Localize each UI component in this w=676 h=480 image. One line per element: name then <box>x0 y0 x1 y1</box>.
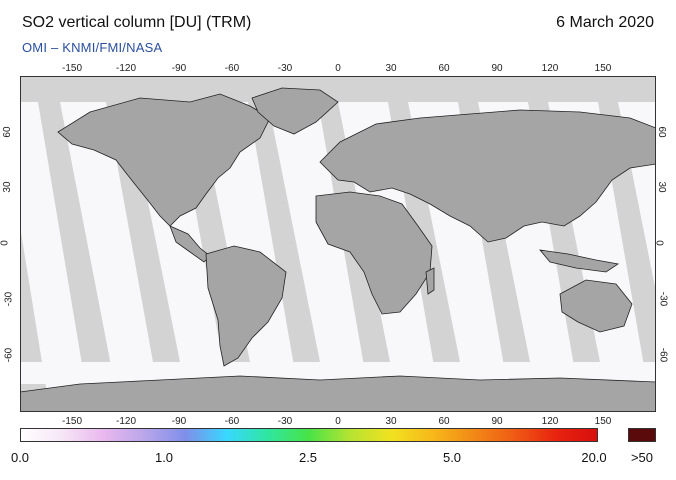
lon-tick-bottom: -90 <box>171 416 187 427</box>
lat-tick-right: 60 <box>656 126 668 138</box>
lat-tick-right: -30 <box>657 291 669 307</box>
colorbar-label: 20.0 <box>581 450 607 465</box>
swath <box>60 102 162 412</box>
lon-tick-top: -150 <box>61 63 83 74</box>
colorbar-overflow-swatch <box>628 428 656 442</box>
lon-tick-bottom: -120 <box>115 416 137 427</box>
data-credit: OMI – KNMI/FMI/NASA <box>22 40 163 55</box>
so2-world-map <box>20 76 656 412</box>
map-date: 6 March 2020 <box>556 14 654 31</box>
lon-tick-top: -90 <box>171 63 187 74</box>
swath <box>20 102 90 412</box>
lat-tick-left: 0 <box>0 240 11 246</box>
australia <box>559 279 633 333</box>
lon-tick-bottom: -150 <box>61 416 83 427</box>
north-america <box>57 93 271 227</box>
europe-asia <box>319 109 656 243</box>
colorbar-label: >50 <box>630 450 654 465</box>
lon-tick-top: 90 <box>491 63 503 74</box>
indonesia <box>539 249 620 273</box>
lon-tick-top: -60 <box>224 63 240 74</box>
lon-tick-bottom: 150 <box>594 416 612 427</box>
lon-tick-bottom: 30 <box>385 416 397 427</box>
lon-tick-top: -30 <box>277 63 293 74</box>
colorbar-label: 5.0 <box>442 450 462 465</box>
lon-tick-bottom: 120 <box>541 416 559 427</box>
lon-tick-bottom: -60 <box>224 416 240 427</box>
lon-tick-bottom: 60 <box>438 416 450 427</box>
antarctic-measured-band <box>20 362 656 384</box>
madagascar <box>425 267 435 295</box>
lon-tick-top: -120 <box>115 63 137 74</box>
lon-tick-top: 0 <box>335 63 341 74</box>
south-america <box>205 245 287 367</box>
lon-tick-bottom: 0 <box>335 416 341 427</box>
map-title: SO2 vertical column [DU] (TRM) <box>22 14 252 31</box>
lat-tick-left: -60 <box>3 347 15 363</box>
africa <box>315 191 433 315</box>
lat-tick-right: 30 <box>656 181 668 193</box>
colorbar <box>20 428 598 442</box>
lon-tick-top: 150 <box>594 63 612 74</box>
land-masses <box>20 87 656 412</box>
lon-tick-bottom: -30 <box>277 416 293 427</box>
swath <box>268 102 372 412</box>
colorbar-label: 1.0 <box>154 450 174 465</box>
lat-tick-right: -60 <box>657 347 669 363</box>
lon-tick-top: 120 <box>541 63 559 74</box>
greenland <box>251 87 339 135</box>
lon-tick-bottom: 90 <box>491 416 503 427</box>
colorbar-label: 0.0 <box>10 450 30 465</box>
lat-tick-left: -30 <box>3 291 15 307</box>
lon-tick-top: 60 <box>438 63 450 74</box>
lat-tick-left: 60 <box>2 126 14 138</box>
lat-tick-left: 30 <box>2 181 14 193</box>
colorbar-label: 2.5 <box>298 450 318 465</box>
antarctica <box>20 375 656 412</box>
lon-tick-top: 30 <box>385 63 397 74</box>
